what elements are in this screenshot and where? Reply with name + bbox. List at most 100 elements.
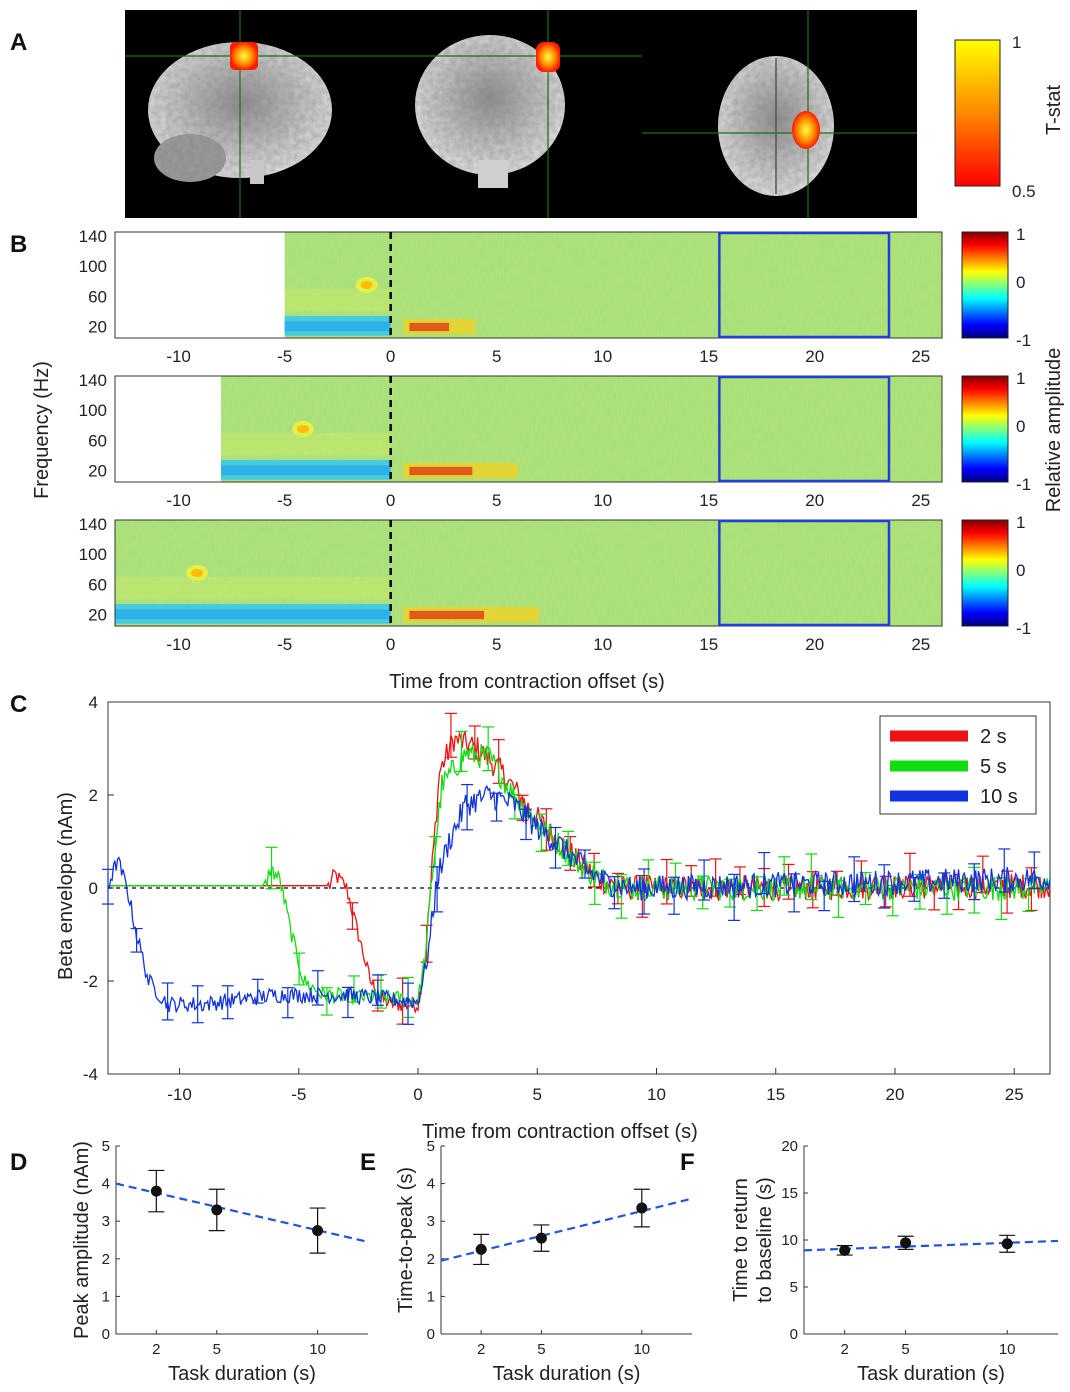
y-tick-label: 3 [102,1213,110,1230]
amplitude-colorbar-tick: 1 [1016,513,1025,532]
time-tick-label: -10 [166,347,191,366]
coronal-activation-blob [536,42,560,72]
gamma-band-region [284,288,391,312]
time-tick-label: -5 [277,635,292,654]
gamma-burst-core [360,281,373,289]
baseline-window-box [718,231,891,339]
axial-view [642,10,917,218]
beta-desync-core [115,609,391,620]
data-point [312,1225,324,1237]
amplitude-colorbar-tick: 1 [1016,225,1025,244]
y-tick-label: 2 [89,786,98,805]
y-tick-label: 20 [781,1138,798,1155]
axial-activation-blob [792,111,820,149]
time-tick-label: 20 [805,491,824,510]
data-point [475,1243,487,1255]
y-tick-label: 0 [89,879,98,898]
y-tick-label: 2 [427,1251,435,1268]
beta-desync-core [221,465,391,476]
amplitude-colorbar-tick: 0 [1016,561,1025,580]
gamma-burst-core [190,569,203,577]
data-point [211,1204,223,1216]
time-tick-label: 15 [699,347,718,366]
time-tick-label: 5 [492,635,501,654]
frequency-tick-label: 20 [88,606,107,625]
sagittal-activation-blob [230,42,258,70]
x-tick-label: 10 [999,1341,1016,1358]
series-10s [102,783,1051,1025]
y-axis-label: Time to return to baseline (s) [730,1177,776,1303]
y-tick-label: 15 [781,1185,798,1202]
panel-c-xlabel: Time from contraction offset (s) [422,1121,698,1143]
amplitude-colorbar-gradient [961,231,1009,339]
panel-label-d: D [10,1149,27,1176]
tstat-colorbar-max: 1 [1012,33,1021,52]
y-tick-label: 1 [427,1288,435,1305]
spectrogram-frame [114,519,943,627]
time-tick-label: 20 [805,347,824,366]
time-tick-label: 10 [593,347,612,366]
data-point [535,1232,547,1244]
beta-rebound-core [409,610,485,620]
panel-c-beta-envelope: 420-2-4-10 -5 0 5 10 15 20 252 s5 s10 s [83,693,1051,1104]
x-tick-label: 2 [152,1341,160,1358]
baseline-window-box [718,375,891,483]
time-tick-label: -5 [277,347,292,366]
beta-desync-core [284,321,391,332]
x-tick-label: 5 [533,1085,542,1104]
x-tick-label: 10 [647,1085,666,1104]
y-axis-label-line: Time to return [730,1178,752,1302]
panel-b-ylabel: Frequency (Hz) [31,361,53,499]
panel-d-peak-amplitude: 0 1 2 3 4 5 2 5 10 Task duration (s) Peak amplitud… [71,1138,369,1385]
x-tick-label: 2 [840,1341,848,1358]
y-tick-label: 0 [102,1326,110,1343]
gamma-band-region [221,432,391,456]
y-tick-label: 5 [790,1279,798,1296]
tstat-colorbar-label: T-stat [1043,85,1065,135]
legend-entry-label: 2 s [980,726,1007,748]
time-tick-label: -10 [166,491,191,510]
legend-entry-label: 10 s [980,786,1018,808]
time-tick-label: 25 [911,491,930,510]
x-tick-label: 2 [477,1341,485,1358]
time-tick-label: -5 [277,491,292,510]
data-point [900,1237,912,1249]
y-axis-label-line: Peak amplitude (nAm) [71,1141,93,1339]
spectrogram-frame [114,375,943,483]
panel-b-colorbar-label: Relative amplitude [1043,348,1065,513]
amplitude-colorbar: 1 0 -1 [961,513,1031,638]
frequency-tick-label: 60 [88,431,107,450]
y-tick-label: 4 [89,693,98,712]
time-tick-label: 25 [911,635,930,654]
y-axis-label-line: Time-to-peak (s) [395,1167,417,1313]
panel-label-f: F [680,1149,695,1176]
panel-b-xlabel: Time from contraction offset (s) [389,671,665,693]
y-tick-label: 4 [427,1176,435,1193]
amplitude-colorbar: 1 0 -1 [961,225,1031,350]
data-point [150,1185,162,1197]
y-tick-label: 5 [102,1138,110,1155]
y-tick-label: 10 [781,1232,798,1249]
y-axis-label: Peak amplitude (nAm) [71,1141,93,1339]
x-axis-label: Task duration (s) [168,1363,316,1385]
frequency-tick-label: 140 [79,371,107,390]
y-tick-label: 3 [427,1213,435,1230]
x-tick-label: -10 [167,1085,192,1104]
x-tick-label: 5 [537,1341,545,1358]
time-tick-label: 25 [911,347,930,366]
frequency-tick-label: 60 [88,287,107,306]
tstat-colorbar: 1 0.5 T-stat [954,33,1065,201]
panel-c-ylabel: Beta envelope (nAm) [55,792,77,980]
sagittal-view [125,10,376,218]
gamma-band-region [115,576,391,600]
amplitude-colorbar: 1 0 -1 [961,369,1031,494]
amplitude-colorbar-tick: 0 [1016,273,1025,292]
frequency-tick-label: 100 [79,401,107,420]
time-tick-label: 5 [492,491,501,510]
x-tick-label: 5 [901,1341,909,1358]
y-axis-label: Time-to-peak (s) [395,1167,417,1313]
y-tick-label: 0 [427,1326,435,1343]
frequency-tick-label: 140 [79,515,107,534]
